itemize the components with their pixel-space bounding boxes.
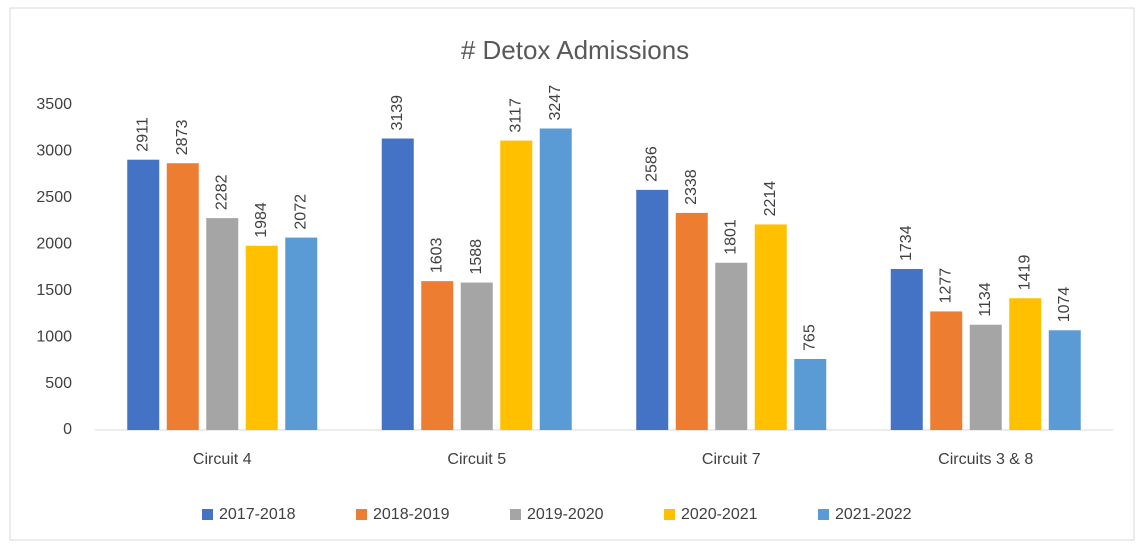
legend-label: 2018-2019 <box>373 506 450 523</box>
y-tick-label: 0 <box>63 421 72 438</box>
data-label: 1419 <box>1016 255 1033 291</box>
bar <box>460 282 493 430</box>
data-label: 2338 <box>683 169 700 205</box>
bar <box>166 163 199 430</box>
chart-title: # Detox Admissions <box>461 35 689 65</box>
legend-label: 2019-2020 <box>527 506 604 523</box>
bar <box>381 138 414 430</box>
legend-label: 2020-2021 <box>681 506 758 523</box>
y-tick-label: 2500 <box>36 189 72 206</box>
legend-swatch <box>664 509 675 520</box>
data-label: 1801 <box>722 219 739 255</box>
data-label: 1134 <box>977 282 994 317</box>
bar <box>127 159 160 430</box>
data-label: 2282 <box>213 174 230 210</box>
x-tick-label: Circuit 7 <box>702 451 761 468</box>
legend-swatch <box>818 509 829 520</box>
legend-label: 2021-2022 <box>835 506 912 523</box>
legend-swatch <box>202 509 213 520</box>
bar <box>1009 298 1042 430</box>
bar <box>245 245 278 430</box>
bar <box>421 281 454 430</box>
x-tick-label: Circuits 3 & 8 <box>938 451 1033 468</box>
data-label: 1588 <box>468 239 485 275</box>
data-label: 3117 <box>507 98 524 133</box>
y-tick-label: 500 <box>45 375 72 392</box>
bar <box>754 224 787 430</box>
x-tick-label: Circuit 4 <box>193 451 252 468</box>
bar <box>636 189 669 430</box>
bar <box>890 268 923 430</box>
data-label: 2873 <box>174 120 191 156</box>
legend-label: 2017-2018 <box>219 506 296 523</box>
data-label: 1984 <box>253 202 270 238</box>
legend-swatch <box>510 509 521 520</box>
bar <box>715 262 748 430</box>
data-label: 2586 <box>643 146 660 182</box>
data-label: 1277 <box>937 268 954 304</box>
data-label: 2214 <box>762 181 779 217</box>
bar <box>675 212 708 430</box>
y-tick-label: 3000 <box>36 143 72 160</box>
y-tick-label: 1000 <box>36 328 72 345</box>
y-tick-label: 1500 <box>36 282 72 299</box>
bar <box>285 237 318 430</box>
data-label: 1603 <box>428 237 445 273</box>
data-label: 3247 <box>547 85 564 121</box>
bar <box>930 311 963 430</box>
data-label: 1074 <box>1056 287 1073 323</box>
data-label: 1734 <box>898 225 915 261</box>
x-tick-label: Circuit 5 <box>447 451 506 468</box>
data-label: 3139 <box>389 95 406 131</box>
bar <box>206 218 239 430</box>
data-label: 2072 <box>292 194 309 230</box>
y-tick-label: 2000 <box>36 236 72 253</box>
legend-swatch <box>356 509 367 520</box>
data-label: 765 <box>801 324 818 351</box>
y-tick-label: 3500 <box>36 96 72 113</box>
bar <box>539 128 572 430</box>
bar <box>500 140 533 431</box>
bar <box>1048 330 1081 430</box>
bar <box>794 358 827 430</box>
data-label: 2911 <box>134 117 151 152</box>
bar <box>969 324 1002 430</box>
